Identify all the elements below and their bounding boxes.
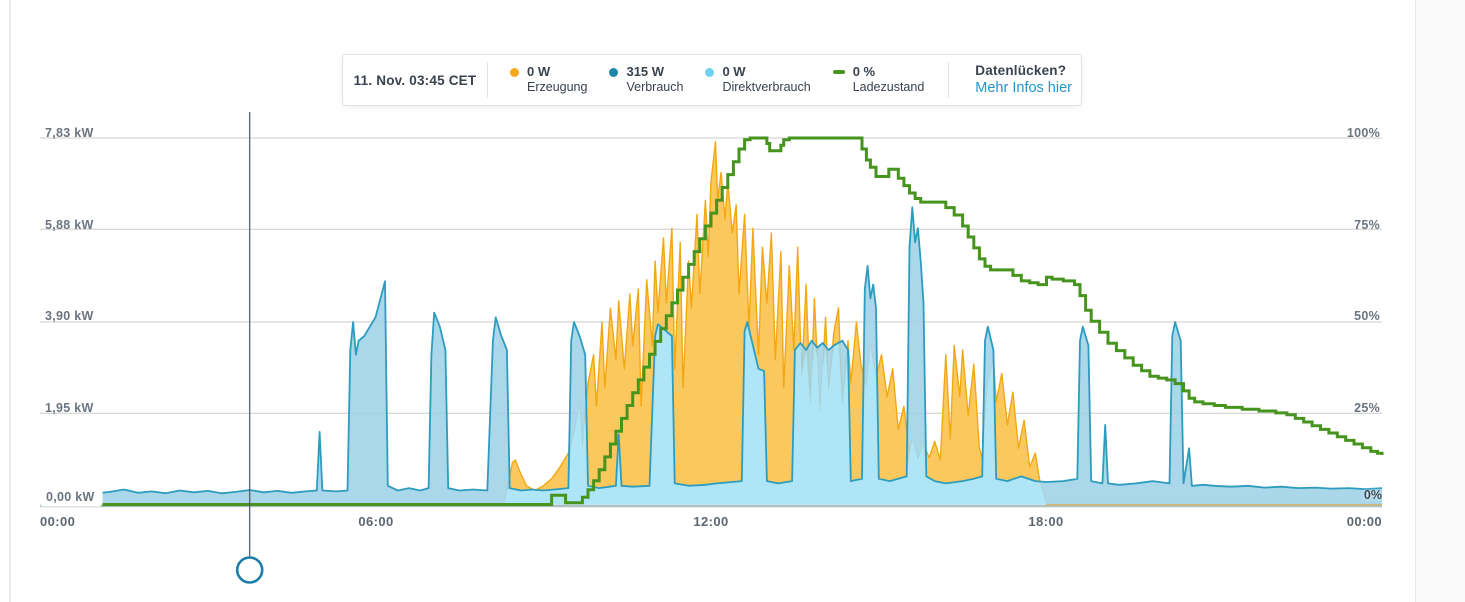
y-axis-label-pct-100: 100%	[1346, 126, 1380, 140]
x-axis-label-0600: 06:00	[358, 514, 394, 529]
direct-consumption-label: Direktverbrauch	[722, 80, 811, 95]
y-axis-label-pct-25: 25%	[1354, 401, 1380, 415]
legend-item-verbrauch: 315 W Verbrauch	[609, 64, 683, 96]
legend-item-direktverbrauch: 0 W Direktverbrauch	[705, 64, 811, 96]
data-gaps-title: Datenlücken?	[975, 62, 1067, 78]
consumption-value: 315 W	[626, 64, 665, 80]
chart-tooltip: 11. Nov. 03:45 CET 0 W Erzeugung 315 W V…	[342, 54, 1082, 106]
y-axis-label-kw-2: 3,90 kW	[45, 309, 94, 323]
legend-item-erzeugung: 0 W Erzeugung	[510, 64, 587, 96]
legend-item-ladezustand: 0 % Ladezustand	[832, 64, 925, 96]
generation-label: Erzeugung	[527, 80, 588, 95]
state-of-charge-value: 0 %	[852, 64, 876, 80]
tooltip-divider-2	[948, 62, 950, 98]
tooltip-divider	[487, 62, 488, 98]
page-left-divider	[9, 0, 11, 602]
x-axis-label-0000: 00:00	[40, 514, 76, 529]
y-axis-label-kw-4: 7,83 kW	[45, 126, 94, 140]
generation-value: 0 W	[527, 64, 551, 80]
y-axis-label-kw-zero: 0,00 kW	[40, 489, 102, 506]
state-of-charge-label: Ladezustand	[852, 80, 925, 95]
y-axis-label-kw-3: 5,88 kW	[45, 218, 94, 232]
consumption-dot-icon	[609, 68, 619, 78]
tooltip-timestamp: 11. Nov. 03:45 CET	[353, 72, 477, 88]
page-right-divider	[1415, 0, 1465, 602]
y-axis-label-kw-1: 1,95 kW	[45, 401, 94, 415]
x-axis-label-2400: 00:00	[1346, 514, 1382, 529]
y-axis-label-pct-50: 50%	[1354, 309, 1380, 323]
data-gaps-link[interactable]: Mehr Infos hier	[975, 80, 1072, 97]
x-axis-label-1800: 18:00	[1028, 514, 1064, 529]
x-axis-label-1200: 12:00	[693, 514, 729, 529]
cursor-handle[interactable]	[235, 556, 264, 584]
direct-consumption-value: 0 W	[722, 64, 746, 80]
consumption-label: Verbrauch	[626, 80, 684, 95]
y-axis-label-pct-zero: 0%	[1363, 488, 1382, 502]
direct-consumption-dot-icon	[705, 68, 715, 78]
generation-dot-icon	[510, 68, 519, 78]
state-of-charge-dash-icon	[832, 70, 845, 75]
y-axis-label-pct-75: 75%	[1354, 218, 1380, 232]
